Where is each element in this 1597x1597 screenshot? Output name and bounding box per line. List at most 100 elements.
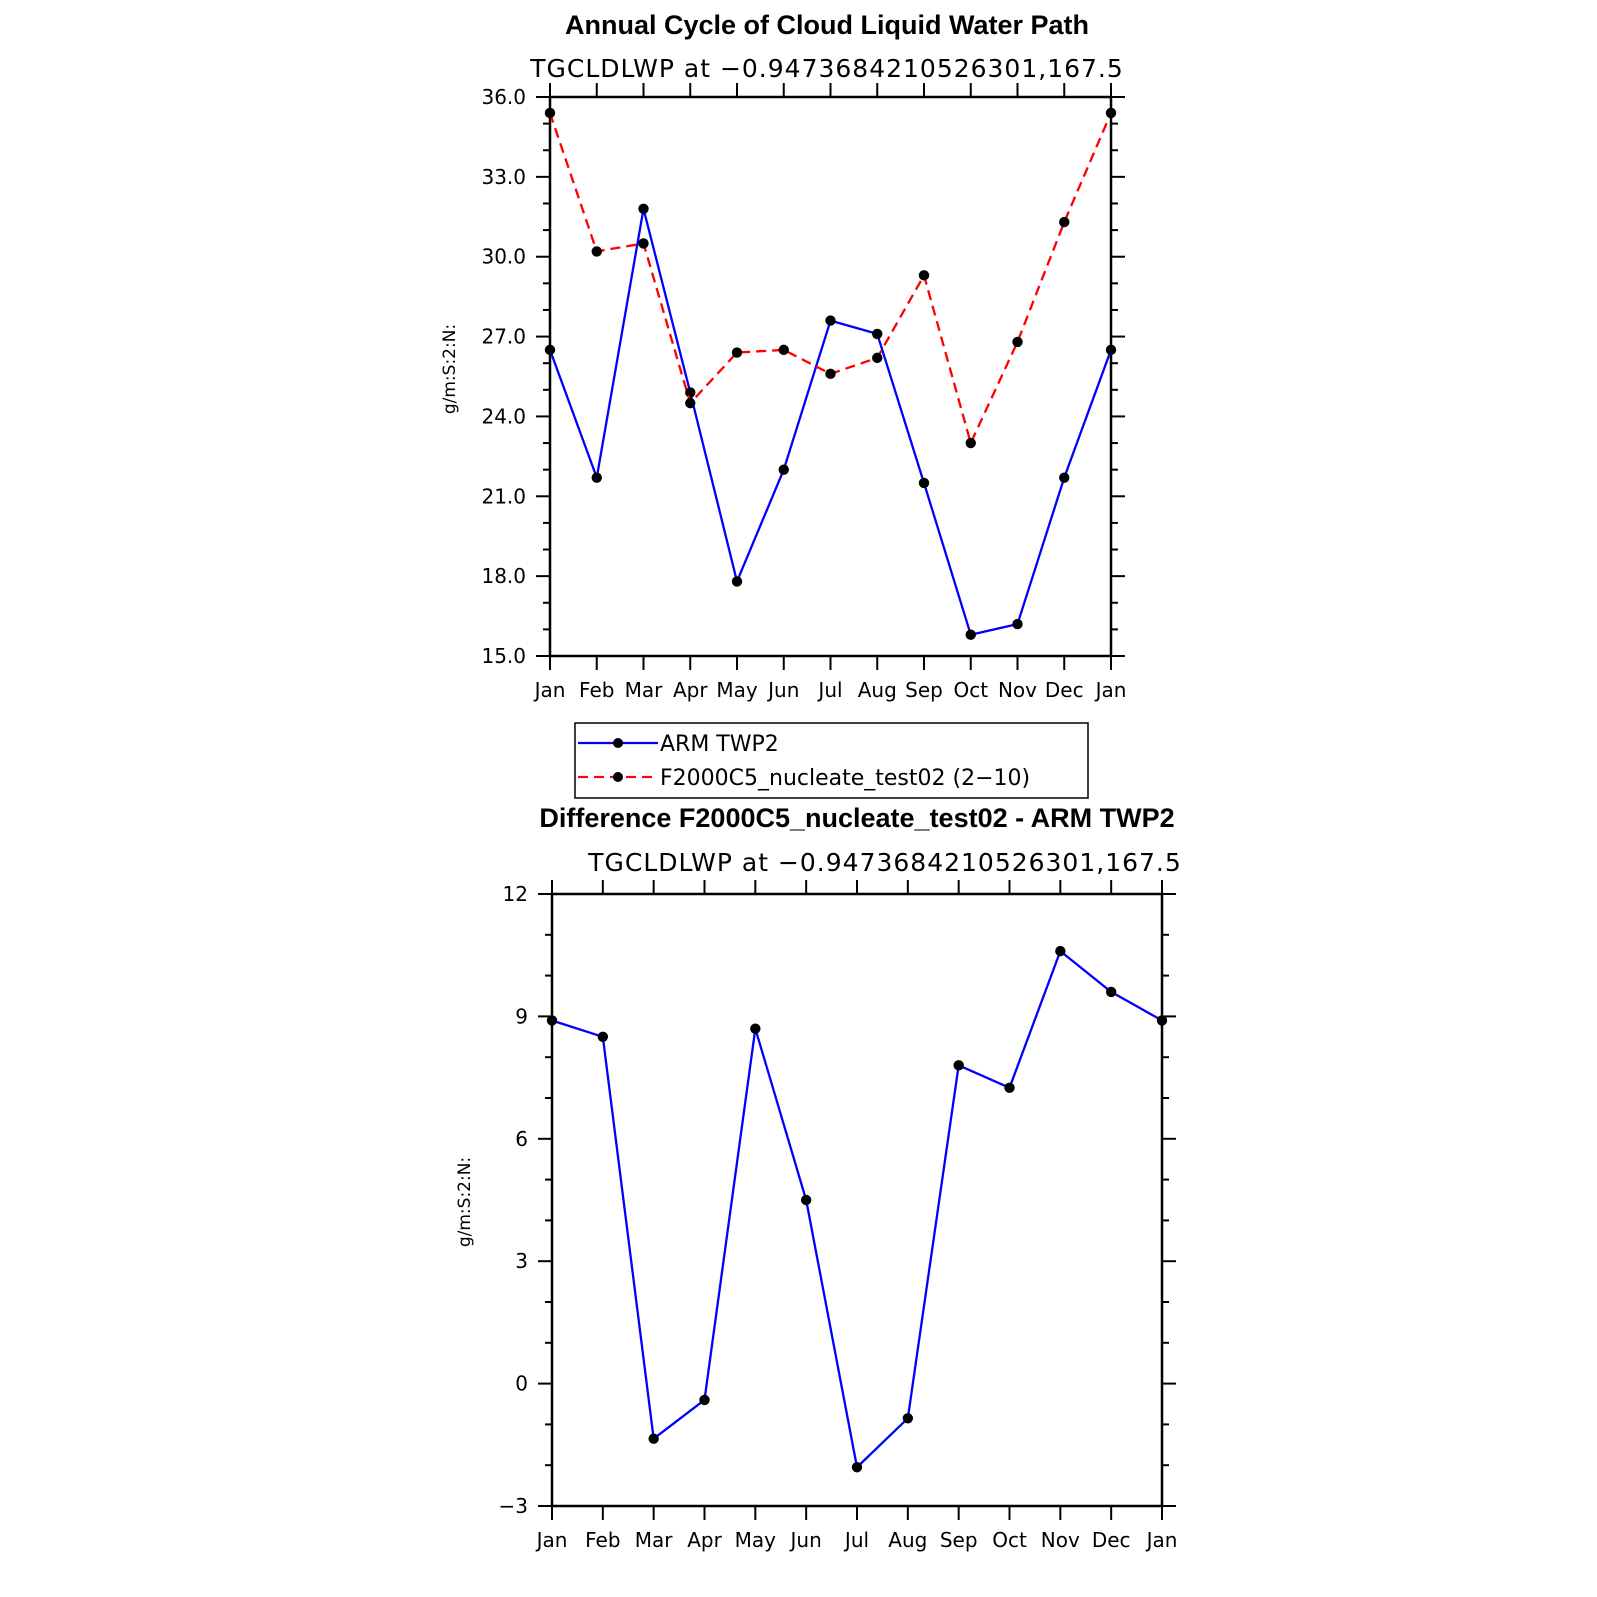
data-point: [1012, 618, 1023, 630]
data-point: [546, 1015, 558, 1026]
y-tick-label: 3: [515, 1249, 528, 1273]
data-point: [648, 1433, 659, 1444]
data-point: [685, 397, 696, 409]
series-line-0: [548, 207, 1113, 636]
data-point: [965, 629, 976, 640]
y-tick-label: 15.0: [481, 644, 526, 668]
data-point: [591, 472, 602, 483]
x-tick-label: Jan: [1145, 1528, 1178, 1552]
data-point: [825, 315, 836, 326]
x-tick-label: Nov: [1041, 1528, 1080, 1552]
y-tick-label: 30.0: [481, 245, 526, 269]
legend-label-arm: ARM TWP2: [660, 732, 779, 757]
chart-title: Annual Cycle of Cloud Liquid Water Path: [565, 10, 1089, 40]
x-tick-label: Jun: [789, 1528, 822, 1552]
data-point: [597, 1031, 609, 1043]
series-line-0: [551, 949, 1163, 1469]
y-tick-label: 18.0: [481, 564, 526, 588]
data-point: [1105, 986, 1117, 998]
legend-box: [574, 722, 1089, 799]
y-axis-label: g/m:S:2:N:: [440, 324, 460, 414]
x-tick-label: Apr: [687, 1528, 722, 1552]
data-point: [544, 107, 556, 119]
plot-area-difference: −3 0 3 6 9 12 Jan Feb Mar Apr May Jun Jul Aug Sep Oct No…: [499, 880, 1178, 1552]
legend-entry-model: F2000C5_nucleate_test02 (2−10): [578, 766, 1030, 791]
data-point: [825, 368, 836, 380]
data-point: [918, 270, 930, 281]
x-tick-label: Sep: [940, 1528, 978, 1552]
data-point: [699, 1394, 710, 1406]
data-point: [778, 464, 789, 475]
x-tick-label: Jan: [533, 678, 566, 702]
data-point: [902, 1413, 914, 1424]
y-tick-label: 27.0: [481, 325, 526, 349]
x-tick-label: Jul: [816, 678, 842, 702]
x-tick-label: Jan: [535, 1528, 568, 1552]
x-tick-label: Aug: [858, 678, 897, 702]
chart-subtitle: TGCLDLWP at −0.9473684210526301,167.5: [529, 54, 1124, 83]
data-point: [1059, 472, 1070, 483]
legend-marker-model: [613, 772, 623, 782]
legend-entry-arm: ARM TWP2: [578, 732, 779, 757]
x-tick-label: May: [735, 1528, 777, 1552]
y-tick-label: 0: [515, 1372, 528, 1396]
y-axis-label-difference: g/m:S:2:N:: [455, 1157, 475, 1247]
x-tick-label: Mar: [625, 678, 664, 702]
y-tick-label: 12: [503, 882, 528, 906]
data-point: [965, 437, 976, 449]
y-tick-label: 33.0: [481, 165, 526, 189]
plot-area: 15.0 18.0 21.0 24.0 27.0 30.0 33.0 36.0 Jan Feb Ma…: [481, 83, 1126, 702]
series-line-1: [548, 112, 1113, 445]
data-point: [591, 246, 602, 257]
data-point: [953, 1060, 964, 1071]
data-point: [1059, 216, 1070, 228]
x-tick-label: Oct: [953, 678, 988, 702]
x-tick-label: Apr: [673, 678, 708, 702]
y-tick-label: 21.0: [481, 484, 526, 508]
data-point: [544, 344, 556, 356]
chart-title-difference: Difference F2000C5_nucleate_test02 - ARM…: [539, 803, 1174, 833]
data-point: [638, 238, 649, 249]
series-layer-difference: [546, 945, 1168, 1473]
legend: ARM TWP2 F2000C5_nucleate_test02 (2−10): [574, 722, 1089, 799]
y-tick-label: 6: [515, 1127, 528, 1151]
x-tick-label: May: [716, 678, 758, 702]
x-tick-label: Dec: [1045, 678, 1084, 702]
data-point: [1012, 336, 1023, 348]
legend-label-model: F2000C5_nucleate_test02 (2−10): [660, 766, 1030, 791]
data-point: [1004, 1082, 1015, 1094]
series-layer: [544, 107, 1117, 640]
data-point: [800, 1194, 812, 1206]
data-point: [851, 1462, 863, 1473]
y-tick-label: 36.0: [481, 85, 526, 109]
x-tick-label: Feb: [585, 1528, 620, 1552]
x-tick-label: Sep: [905, 678, 943, 702]
data-point: [872, 352, 883, 364]
data-point: [1105, 107, 1117, 119]
y-tick-label: 24.0: [481, 404, 526, 428]
x-tick-label: Jul: [843, 1528, 869, 1552]
plot-frame: [550, 892, 1164, 1508]
data-point: [1105, 344, 1117, 356]
data-point: [750, 1023, 761, 1034]
chart-subtitle-difference: TGCLDLWP at −0.9473684210526301,167.5: [587, 848, 1182, 877]
data-point: [872, 328, 883, 340]
data-point: [731, 576, 743, 587]
x-tick-label: Mar: [635, 1528, 674, 1552]
data-point: [1055, 945, 1066, 957]
annual-cycle-chart: Annual Cycle of Cloud Liquid Water Path …: [440, 10, 1126, 702]
data-point: [731, 347, 743, 358]
y-tick-label: 9: [515, 1004, 528, 1028]
x-tick-label: Jun: [766, 678, 799, 702]
x-tick-label: Dec: [1092, 1528, 1131, 1552]
data-point: [1156, 1015, 1168, 1026]
x-tick-label: Jan: [1094, 678, 1127, 702]
x-tick-label: Oct: [992, 1528, 1027, 1552]
y-tick-label: −3: [499, 1494, 528, 1518]
x-tick-label: Aug: [888, 1528, 927, 1552]
data-point: [918, 477, 930, 489]
data-point: [638, 203, 649, 214]
legend-marker-arm: [613, 738, 623, 748]
data-point: [778, 344, 789, 356]
